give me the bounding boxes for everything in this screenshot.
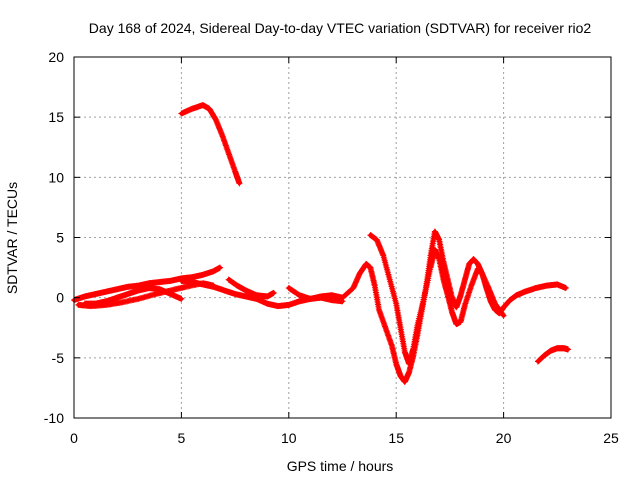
x-tick-label: 20	[496, 430, 512, 446]
data-point	[217, 264, 224, 271]
series-arc-h	[178, 102, 243, 187]
series-arc-e	[225, 276, 277, 300]
y-tick-label: 10	[48, 169, 64, 185]
data-point	[562, 285, 569, 292]
y-axis-label: SDTVAR / TECUs	[4, 182, 20, 294]
data-point	[499, 311, 506, 318]
x-tick-label: 25	[603, 430, 619, 446]
series-arc-g	[367, 232, 507, 367]
grid-layer	[74, 57, 611, 418]
data-point	[270, 289, 277, 296]
y-tick-label: 5	[56, 230, 64, 246]
x-axis-label: GPS time / hours	[287, 458, 394, 474]
data-point	[178, 295, 185, 302]
x-tick-label: 10	[281, 430, 297, 446]
tick-layer: 0 5 10 15 20 25 -10 -5 0 5 10 15 20	[44, 49, 619, 446]
x-tick-label: 5	[178, 430, 186, 446]
series-arc-i	[534, 345, 572, 365]
y-tick-label: 20	[48, 49, 64, 65]
y-tick-label: 0	[56, 290, 64, 306]
data-point	[236, 180, 243, 187]
chart-title: Day 168 of 2024, Sidereal Day-to-day VTE…	[89, 20, 592, 36]
series-layer	[71, 102, 572, 385]
x-tick-label: 15	[388, 430, 404, 446]
data-point	[500, 312, 507, 319]
y-tick-label: -10	[44, 410, 64, 426]
data-point	[565, 346, 572, 353]
x-tick-label: 0	[70, 430, 78, 446]
y-tick-label: 15	[48, 109, 64, 125]
y-tick-label: -5	[52, 350, 65, 366]
